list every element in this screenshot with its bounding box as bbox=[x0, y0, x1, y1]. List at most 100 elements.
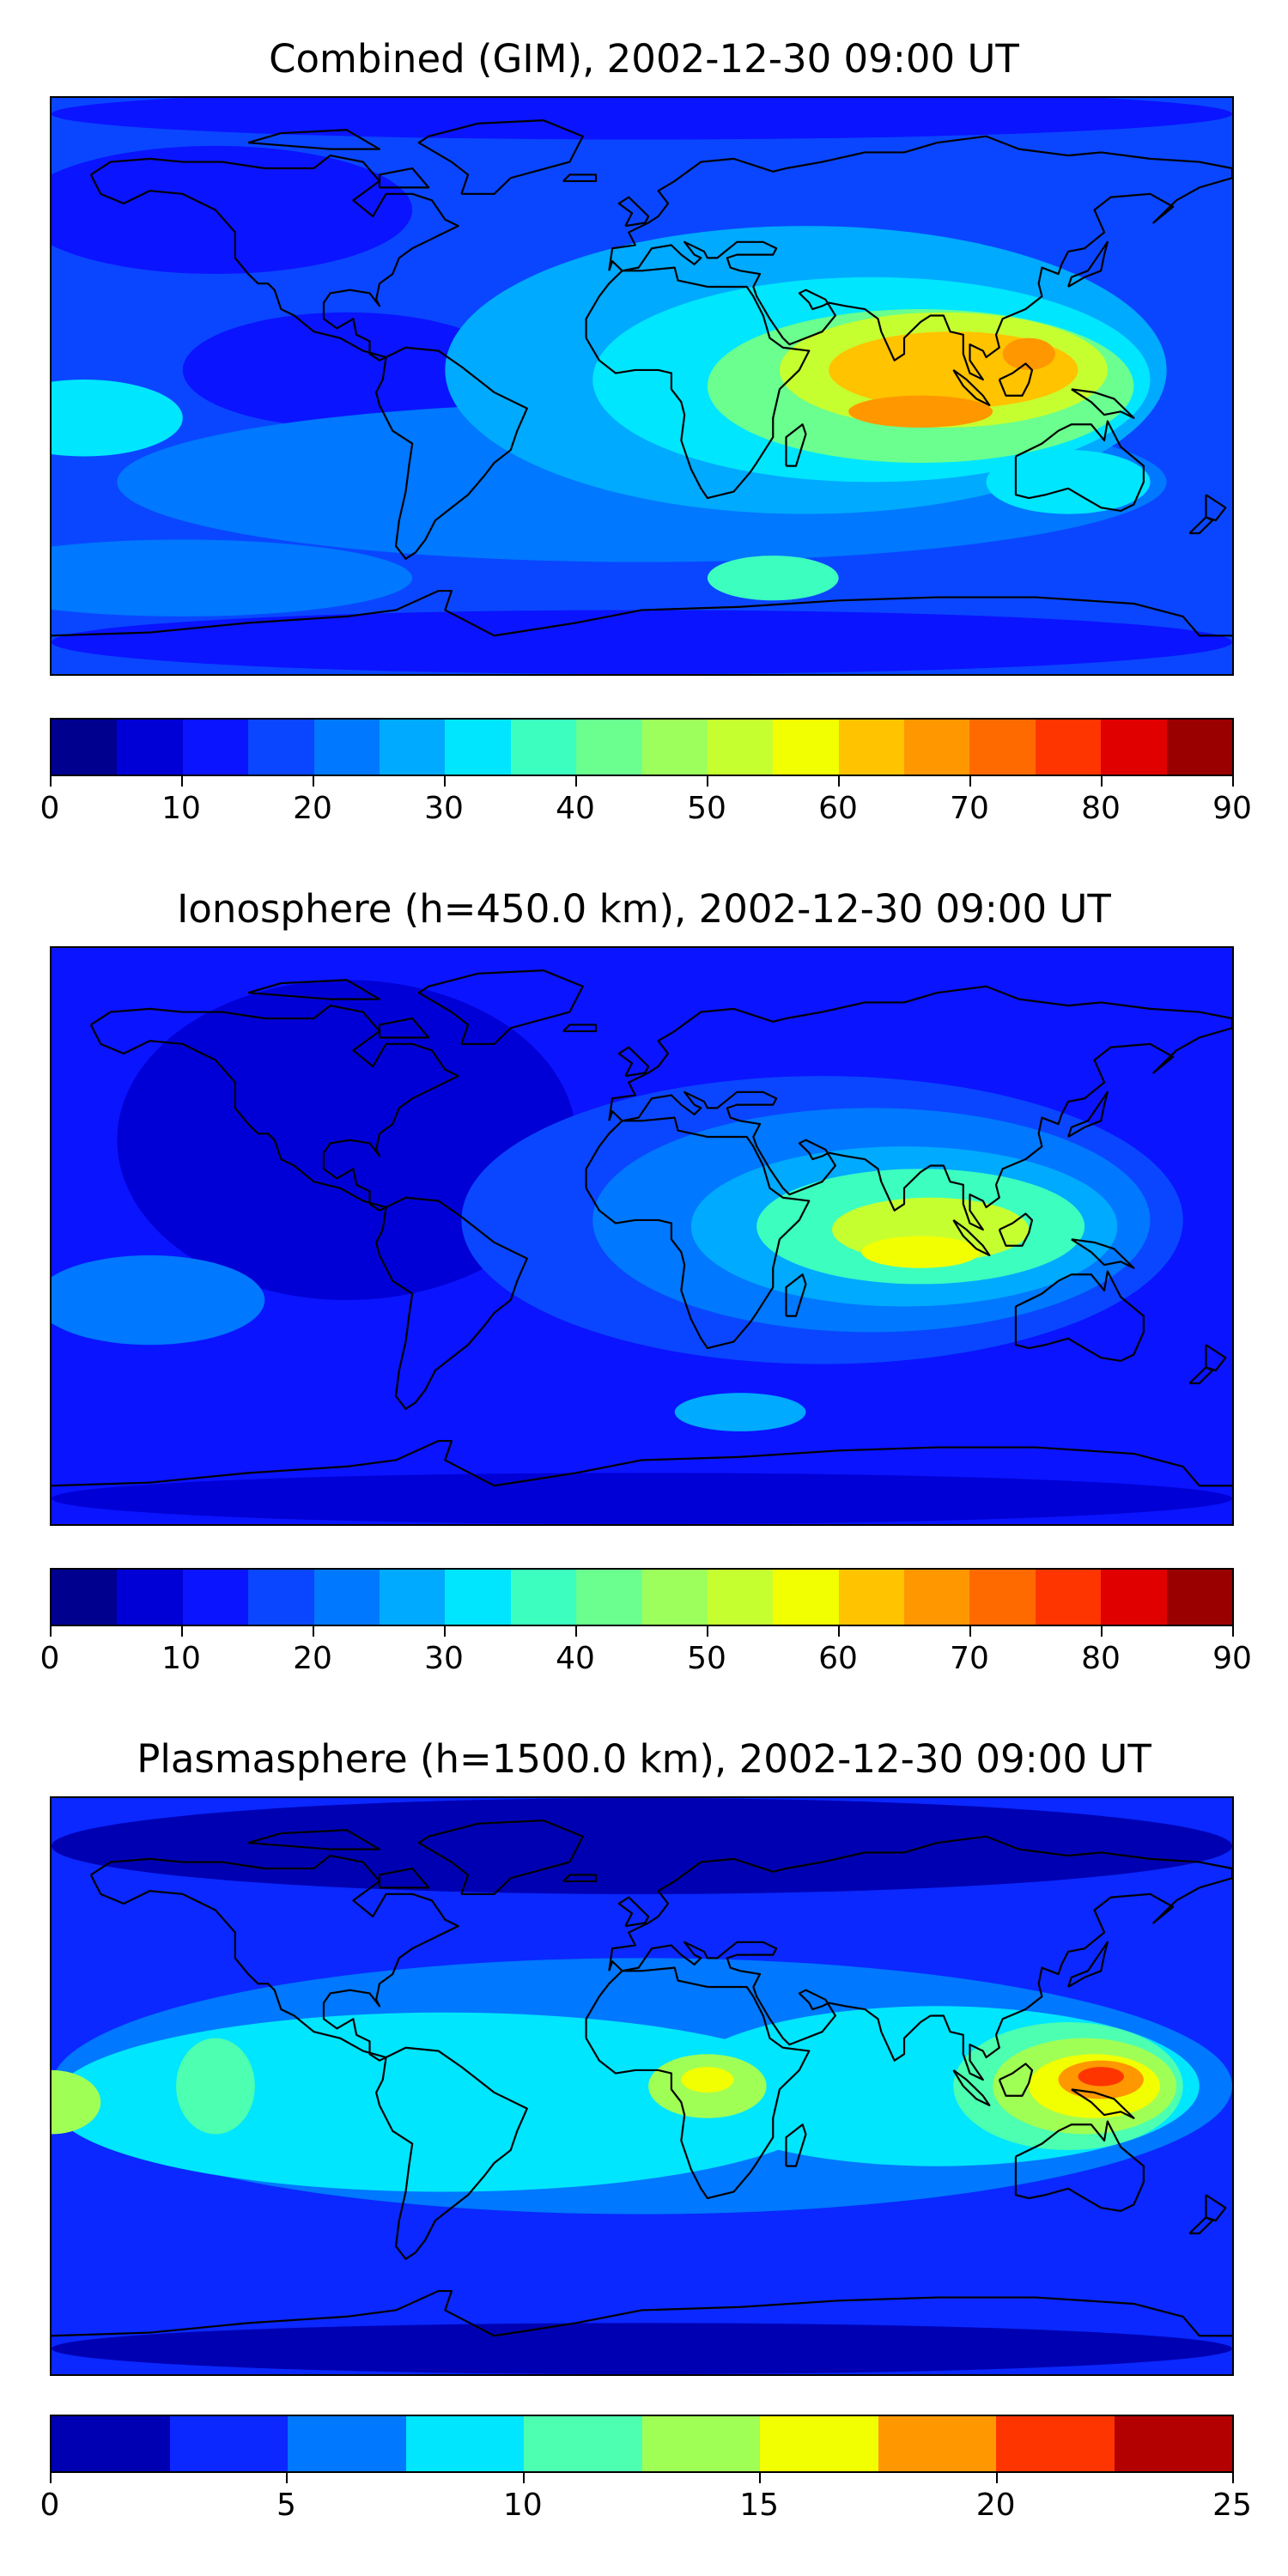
coastline-7 bbox=[1067, 1091, 1109, 1138]
colorbar-segment bbox=[169, 2416, 288, 2471]
colorbar-segment bbox=[248, 720, 314, 775]
colorbar-tick bbox=[969, 1626, 971, 1637]
panel-title-plasmasphere: Plasmasphere (h=1500.0 km), 2002-12-30 0… bbox=[137, 1736, 1151, 1782]
contour-region-0 bbox=[52, 1798, 1232, 1894]
coastline-13 bbox=[1188, 2216, 1214, 2235]
colorbar-segment bbox=[524, 2416, 642, 2471]
colorbar-segment bbox=[248, 1570, 314, 1625]
colorbar-tick-label: 50 bbox=[687, 791, 726, 826]
colorbar-segment bbox=[288, 2416, 406, 2471]
coastline-1 bbox=[417, 119, 584, 195]
coastline-14 bbox=[52, 589, 1232, 637]
coastline-4 bbox=[608, 985, 1232, 1231]
colorbar-tick bbox=[1232, 2473, 1234, 2483]
contour-region-8 bbox=[681, 2067, 734, 2093]
coastline-15 bbox=[562, 1024, 598, 1033]
colorbar-tick-label: 10 bbox=[161, 791, 201, 826]
coastline-7 bbox=[1067, 240, 1109, 288]
colorbar-tick bbox=[313, 776, 314, 787]
coastline-1 bbox=[417, 1820, 584, 1895]
coastline-8 bbox=[998, 362, 1034, 397]
coastline-10 bbox=[1071, 1238, 1135, 1269]
coastline-13 bbox=[1188, 1366, 1214, 1385]
coastline-2 bbox=[375, 346, 528, 560]
coastline-5 bbox=[617, 1896, 650, 1928]
coastline-2 bbox=[375, 1196, 528, 1410]
coastline-16 bbox=[247, 129, 381, 150]
colorbar-tick bbox=[1232, 1626, 1234, 1637]
colorbar-tick bbox=[1232, 776, 1234, 787]
colorbar-tick-label: 50 bbox=[687, 1641, 726, 1676]
coastline-13 bbox=[1188, 516, 1214, 535]
coastline-0 bbox=[89, 1855, 459, 2062]
colorbar-tick-label: 60 bbox=[818, 1641, 858, 1676]
contour-region-3 bbox=[52, 2012, 839, 2192]
coastline-6 bbox=[785, 1273, 807, 1317]
colorbar-segment bbox=[878, 2416, 996, 2471]
contour-region-13 bbox=[1078, 2067, 1124, 2087]
colorbar-segment bbox=[52, 1570, 118, 1625]
coastline-11 bbox=[1014, 2120, 1145, 2213]
contour-region-1 bbox=[52, 2323, 1232, 2374]
coastline-10 bbox=[1071, 388, 1135, 419]
colorbar-segment bbox=[1101, 1570, 1167, 1625]
colorbar-segment bbox=[445, 1570, 511, 1625]
coastline-3 bbox=[585, 1116, 811, 1350]
coastline-4 bbox=[608, 135, 1232, 381]
colorbar-tick-label: 60 bbox=[818, 791, 858, 826]
colorbar-tick bbox=[759, 2473, 762, 2483]
contour-region-9 bbox=[52, 1473, 1232, 1524]
colorbar-segment bbox=[641, 1570, 708, 1625]
colorbar-tick-label: 80 bbox=[1081, 1641, 1121, 1676]
colorbar-segment bbox=[641, 2416, 760, 2471]
colorbar-segment bbox=[996, 2416, 1115, 2471]
colorbar-segment bbox=[1114, 2416, 1232, 2471]
coastline-12 bbox=[1205, 2194, 1227, 2222]
colorbar-tick bbox=[575, 776, 577, 787]
coastline-3 bbox=[585, 1966, 811, 2200]
coastline-3 bbox=[585, 266, 811, 500]
colorbar-segment bbox=[773, 720, 839, 775]
colorbar-segment bbox=[52, 2416, 170, 2471]
coastline-15 bbox=[562, 173, 598, 183]
colorbar-segment bbox=[510, 1570, 577, 1625]
colorbar-ionosphere bbox=[50, 1568, 1234, 1626]
colorbar-tick bbox=[838, 1626, 840, 1637]
coastline-14 bbox=[52, 2289, 1232, 2337]
colorbar-tick-label: 0 bbox=[39, 1641, 60, 1676]
contour-region-8 bbox=[674, 1393, 806, 1431]
contour-region-11 bbox=[707, 556, 839, 601]
colorbar-segment bbox=[969, 720, 1036, 775]
coastline-2 bbox=[375, 2046, 528, 2260]
colorbar-tick-label: 10 bbox=[161, 1641, 201, 1676]
coastline-9 bbox=[952, 1219, 991, 1256]
colorbar-tick-label: 20 bbox=[293, 791, 332, 826]
colorbar-tick bbox=[838, 776, 840, 787]
colorbar-combined bbox=[50, 718, 1234, 776]
colorbar-plasmasphere bbox=[50, 2415, 1234, 2473]
colorbar-segment bbox=[576, 720, 642, 775]
coastline-17 bbox=[378, 167, 430, 189]
colorbar-tick bbox=[444, 776, 446, 787]
map-plasmasphere-svg bbox=[52, 1798, 1232, 2374]
colorbar-tick bbox=[181, 1626, 183, 1637]
contour-region-8 bbox=[848, 395, 993, 428]
contour-region-9 bbox=[1002, 337, 1055, 370]
colorbar-segment bbox=[313, 720, 380, 775]
colorbar-tick bbox=[1101, 1626, 1103, 1637]
coastline-1 bbox=[417, 969, 584, 1045]
colorbar-segment bbox=[52, 720, 118, 775]
coastline-5 bbox=[617, 196, 650, 228]
map-combined-svg bbox=[52, 98, 1232, 674]
coastline-9 bbox=[952, 2069, 991, 2106]
colorbar-tick-label: 30 bbox=[424, 1641, 464, 1676]
coastline-16 bbox=[247, 1829, 381, 1850]
contour-region-6 bbox=[861, 1236, 980, 1268]
colorbar-tick bbox=[286, 2473, 289, 2483]
colorbar-segment bbox=[1166, 720, 1233, 775]
contour-region-14 bbox=[52, 610, 1232, 674]
colorbar-segment bbox=[379, 720, 446, 775]
colorbar-segment bbox=[117, 1570, 183, 1625]
colorbar-tick bbox=[50, 776, 52, 787]
colorbar-tick-label: 30 bbox=[424, 791, 464, 826]
